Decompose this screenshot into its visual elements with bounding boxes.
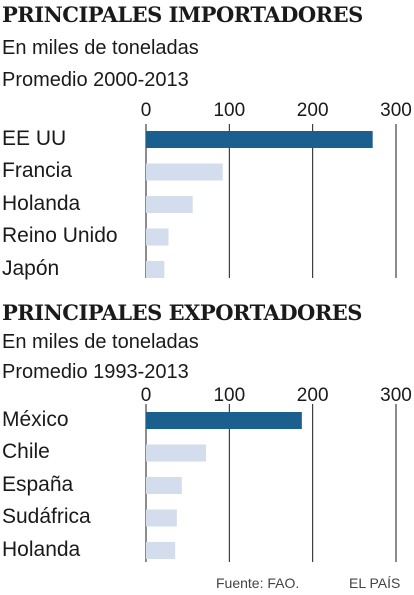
- exporters-bar-méxico: [146, 412, 302, 429]
- importers-subtitle: En miles de toneladas: [2, 37, 199, 59]
- importers-tick-label-200: 200: [296, 100, 329, 121]
- importers-category-label: Francia: [2, 159, 73, 182]
- importers-bar-francia: [146, 163, 223, 181]
- exporters-bar-holanda: [146, 542, 176, 559]
- exporters-subtitle: En miles de toneladas: [2, 331, 199, 353]
- importers-bar-ee-uu: [146, 131, 373, 148]
- importers-tick-label-0: 0: [140, 100, 152, 121]
- importers-category-label: Japón: [2, 256, 60, 280]
- importers-bar-holanda: [146, 196, 193, 213]
- importers-bar-reino-unido: [146, 228, 169, 246]
- importers-category-label: Reino Unido: [2, 224, 118, 247]
- exporters-category-label: Sudáfrica: [2, 505, 91, 528]
- exporters-category-label: Chile: [2, 440, 50, 463]
- exporters-tick-label-300: 300: [380, 385, 412, 406]
- importers-bar-japón: [146, 261, 165, 278]
- exporters-bar-chile: [146, 444, 206, 462]
- exporters-bar-españa: [146, 477, 182, 494]
- source-note: Fuente: FAO.: [216, 575, 300, 591]
- importers-tick-label-300: 300: [380, 100, 412, 121]
- importers-category-label: Holanda: [2, 191, 81, 215]
- exporters-title: PRINCIPALES EXPORTADORES: [2, 300, 362, 325]
- exporters-bar-sudáfrica: [146, 509, 177, 527]
- importers-category-label: EE UU: [2, 126, 67, 150]
- importers-title: PRINCIPALES IMPORTADORES: [2, 2, 363, 27]
- exporters-period: Promedio 1993-2013: [2, 361, 189, 383]
- importers-period: Promedio 2000-2013: [2, 69, 189, 91]
- exporters-category-label: España: [2, 472, 74, 496]
- importers-tick-label-100: 100: [213, 100, 246, 121]
- brand-credit: EL PAÍS: [349, 575, 401, 591]
- exporters-category-label: México: [2, 407, 69, 431]
- exporters-tick-label-100: 100: [213, 385, 246, 406]
- exporters-category-label: Holanda: [2, 537, 81, 561]
- exporters-tick-label-200: 200: [296, 385, 329, 406]
- exporters-tick-label-0: 0: [140, 385, 152, 406]
